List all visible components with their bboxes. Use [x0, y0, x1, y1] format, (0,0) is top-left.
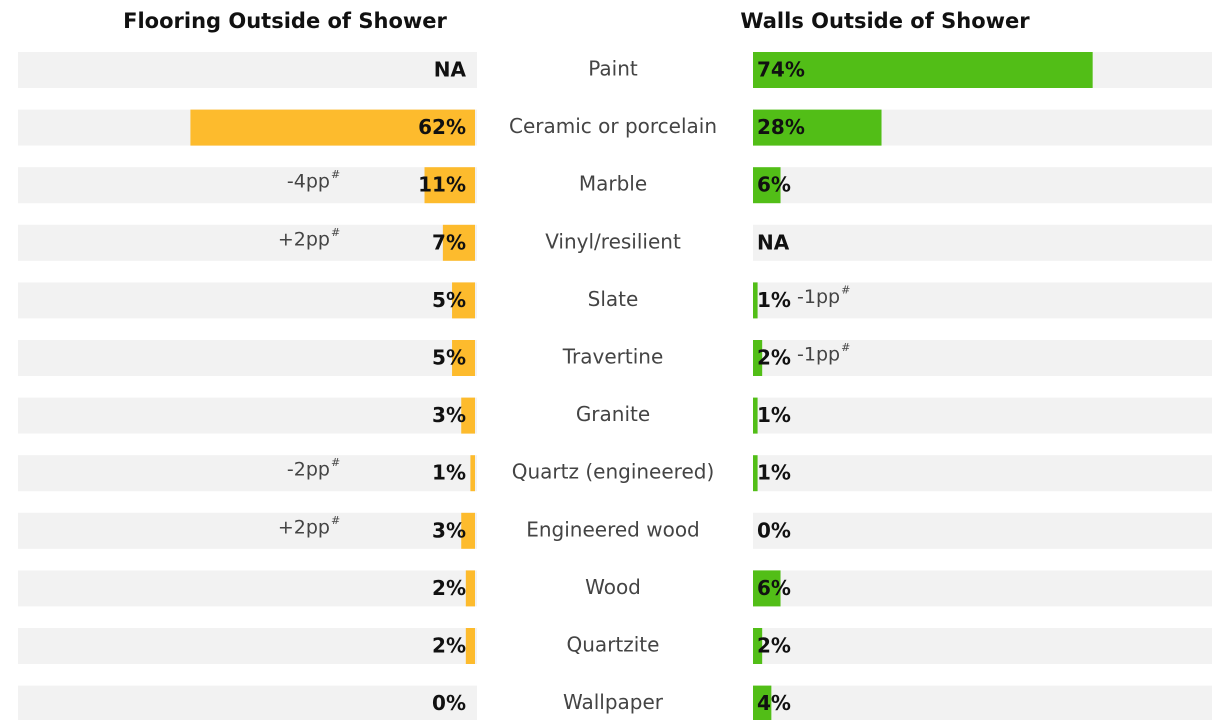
bar — [753, 340, 763, 376]
bar — [190, 109, 476, 146]
row-background — [753, 570, 1212, 607]
value-label: 0% — [757, 518, 791, 542]
category-label: Vinyl/resilient — [545, 229, 681, 253]
row-background — [18, 570, 477, 607]
bar — [452, 340, 475, 376]
bar — [753, 685, 772, 720]
row-background — [753, 685, 1212, 720]
value-label: 74% — [757, 58, 805, 82]
change-annotation: -4pp — [287, 171, 330, 193]
value-label: 7% — [432, 230, 466, 254]
change-annotation: +2pp — [278, 228, 330, 250]
row-background — [18, 512, 477, 549]
bar — [442, 224, 475, 261]
annotation-mark: # — [841, 283, 850, 296]
value-label: 28% — [757, 115, 805, 139]
value-label: 1% — [757, 403, 791, 427]
value-label: 62% — [418, 115, 466, 139]
change-annotation: -1pp — [797, 344, 840, 366]
value-label: 1% — [757, 461, 791, 485]
value-label: 5% — [432, 346, 466, 370]
annotation-mark: # — [331, 456, 340, 469]
bar — [753, 167, 781, 204]
row-background — [18, 340, 477, 376]
annotation-mark: # — [331, 514, 340, 527]
bar — [753, 570, 781, 607]
value-label: 11% — [418, 173, 466, 197]
row-background — [18, 282, 477, 319]
row-background — [753, 167, 1212, 204]
bar — [753, 52, 1093, 88]
bar — [465, 570, 475, 607]
annotation-mark: # — [841, 341, 850, 354]
bar — [753, 109, 882, 146]
series-title: Flooring Outside of Shower — [123, 9, 447, 33]
category-label: Quartz (engineered) — [512, 460, 715, 484]
value-label: 3% — [432, 518, 466, 542]
change-annotation: +2pp — [278, 516, 330, 538]
row-background — [753, 455, 1212, 492]
bar — [470, 455, 475, 492]
value-label: 2% — [757, 346, 791, 370]
row-background — [753, 282, 1212, 319]
row-background — [753, 512, 1212, 549]
value-label: 1% — [432, 461, 466, 485]
value-label: 2% — [432, 634, 466, 658]
series-title: Walls Outside of Shower — [740, 9, 1030, 33]
category-label: Engineered wood — [526, 517, 700, 541]
category-label: Slate — [588, 287, 639, 311]
row-background — [753, 628, 1212, 664]
value-label: 2% — [757, 634, 791, 658]
row-background — [18, 628, 477, 664]
bar — [465, 628, 475, 664]
value-label: 5% — [432, 288, 466, 312]
category-label: Travertine — [562, 345, 664, 369]
category-label: Wallpaper — [563, 690, 664, 714]
category-label: Quartzite — [567, 633, 660, 657]
row-background — [18, 52, 477, 88]
change-annotation: -1pp — [797, 286, 840, 308]
row-background — [18, 685, 477, 720]
row-background — [18, 397, 477, 434]
bar — [753, 628, 763, 664]
value-label: 3% — [432, 403, 466, 427]
annotation-mark: # — [331, 168, 340, 181]
bar — [461, 397, 475, 434]
row-background — [18, 224, 477, 261]
bar — [452, 282, 475, 319]
row-background — [753, 224, 1212, 261]
value-label: 2% — [432, 576, 466, 600]
category-label: Wood — [585, 575, 641, 599]
row-background — [18, 167, 477, 204]
category-label: Ceramic or porcelain — [509, 114, 717, 138]
value-label: NA — [434, 58, 467, 82]
annotation-mark: # — [331, 226, 340, 239]
value-label: 6% — [757, 576, 791, 600]
bar — [461, 512, 475, 549]
row-background — [18, 455, 477, 492]
bar — [753, 282, 758, 319]
value-label: NA — [757, 230, 790, 254]
value-label: 1% — [757, 288, 791, 312]
change-annotation: -2pp — [287, 459, 330, 481]
bar — [753, 397, 758, 434]
value-label: 6% — [757, 173, 791, 197]
row-background — [753, 340, 1212, 376]
bar — [424, 167, 475, 204]
category-label: Granite — [576, 402, 650, 426]
category-label: Paint — [588, 57, 638, 81]
category-label: Marble — [579, 172, 647, 196]
row-background — [753, 397, 1212, 434]
value-label: 4% — [757, 691, 791, 715]
value-label: 0% — [432, 691, 466, 715]
bar — [753, 455, 758, 492]
